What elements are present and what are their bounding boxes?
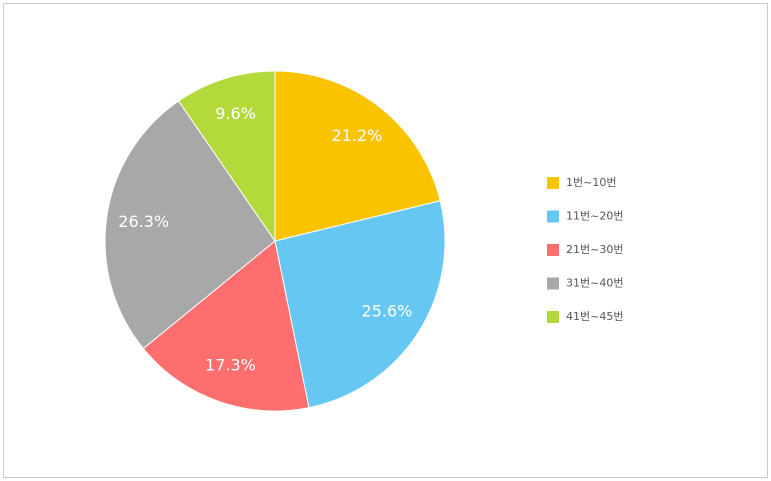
value-label: 21.2%	[332, 126, 383, 145]
pie-slice	[274, 200, 446, 409]
legend-swatch	[547, 277, 559, 290]
value-label: 26.3%	[118, 212, 169, 231]
pie-slice	[142, 240, 310, 412]
pie-slice	[104, 100, 276, 350]
pie-slice	[274, 70, 441, 242]
legend-label: 11번~20번	[566, 210, 623, 223]
legend-swatch	[547, 244, 559, 256]
legend-label: 21번~30번	[566, 243, 623, 256]
legend-swatch	[547, 311, 559, 323]
value-label: 9.6%	[215, 104, 256, 123]
legend-swatch	[547, 210, 559, 223]
legend-label: 41번~45번	[566, 310, 623, 323]
legend-swatch	[547, 177, 559, 189]
pie-slice	[177, 70, 276, 243]
value-label: 17.3%	[205, 355, 256, 374]
value-label: 25.6%	[362, 302, 413, 321]
legend-label: 1번~10번	[566, 176, 616, 189]
legend-label: 31번~40번	[566, 277, 623, 290]
